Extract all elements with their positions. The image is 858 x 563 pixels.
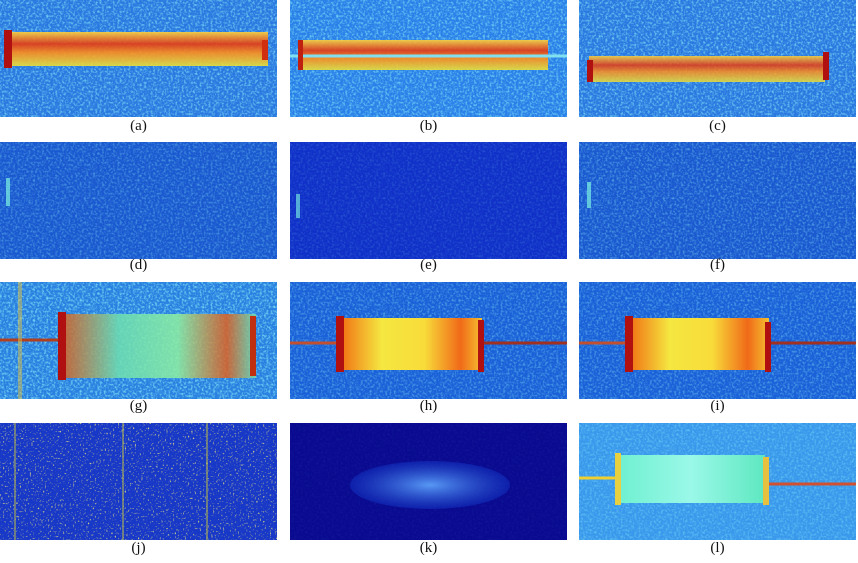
panel-image (290, 282, 567, 399)
image-feature (298, 40, 303, 70)
image-noise (0, 423, 277, 540)
image-feature (122, 423, 124, 540)
image-feature (60, 314, 256, 378)
image-feature (206, 423, 208, 540)
image-feature (823, 52, 829, 80)
image-feature (18, 282, 22, 399)
panel-image (290, 423, 567, 540)
panel-label: (c) (709, 118, 726, 134)
image-feature (6, 32, 268, 66)
image-feature (14, 423, 16, 540)
panel-image (579, 423, 856, 540)
image-feature (296, 194, 300, 218)
image-feature (262, 40, 268, 60)
panel-image (290, 142, 567, 259)
panel-label: (e) (420, 257, 437, 273)
image-feature (250, 316, 256, 376)
panel-image (0, 0, 277, 117)
image-feature (765, 322, 771, 372)
panel-label: (f) (710, 257, 725, 273)
panel-image (0, 282, 277, 399)
image-feature (625, 316, 633, 372)
panel-image (0, 423, 277, 540)
image-feature (336, 316, 344, 372)
image-feature (617, 455, 765, 503)
image-feature (58, 312, 66, 380)
panel-image (579, 0, 856, 117)
panel-image (579, 282, 856, 399)
image-feature (350, 461, 510, 509)
panel-label: (i) (710, 398, 724, 414)
image-feature (587, 60, 593, 82)
image-feature (4, 30, 12, 68)
image-feature (615, 453, 621, 505)
panel-label: (h) (420, 398, 438, 414)
image-feature (6, 178, 10, 206)
panel-label: (l) (710, 540, 724, 556)
image-noise (0, 142, 277, 259)
image-noise (579, 142, 856, 259)
image-feature (763, 457, 769, 505)
panel-image (290, 0, 567, 117)
image-feature (627, 318, 769, 370)
image-feature (338, 318, 482, 370)
panel-label: (k) (420, 540, 438, 556)
panel-image (579, 142, 856, 259)
image-feature (478, 320, 484, 372)
image-feature (587, 182, 591, 208)
panel-label: (g) (130, 398, 148, 414)
panel-label: (d) (130, 257, 148, 273)
panel-image (0, 142, 277, 259)
panel-label: (b) (420, 118, 438, 134)
image-noise (290, 142, 567, 259)
panel-label: (j) (131, 540, 145, 556)
image-feature (589, 56, 825, 82)
panel-label: (a) (130, 118, 147, 134)
